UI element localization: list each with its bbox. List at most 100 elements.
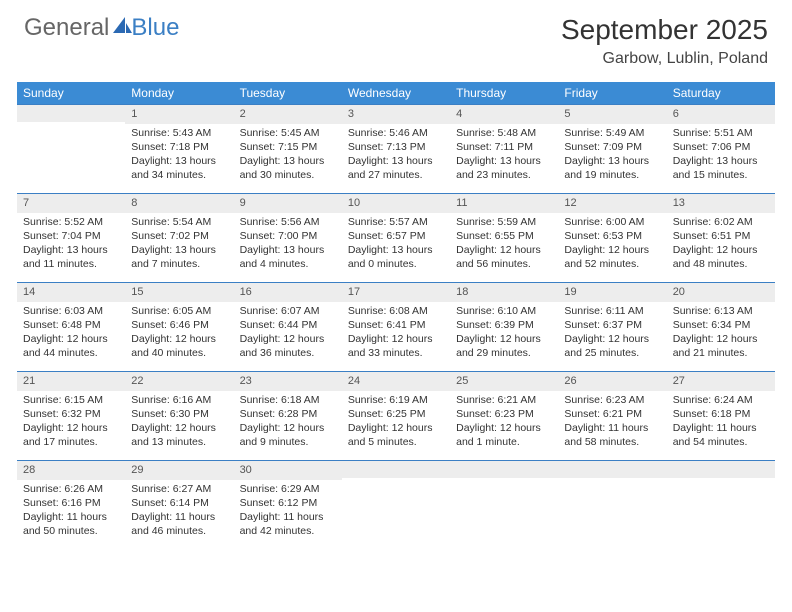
day-content: Sunrise: 5:56 AMSunset: 7:00 PMDaylight:… — [234, 213, 342, 274]
day-content: Sunrise: 6:19 AMSunset: 6:25 PMDaylight:… — [342, 391, 450, 452]
sunset-line: Sunset: 6:18 PM — [673, 407, 769, 421]
daylight-line: Daylight: 12 hours and 48 minutes. — [673, 243, 769, 271]
sunset-line: Sunset: 7:09 PM — [564, 140, 660, 154]
daylight-line: Daylight: 13 hours and 0 minutes. — [348, 243, 444, 271]
sunset-line: Sunset: 6:41 PM — [348, 318, 444, 332]
title-block: September 2025 Garbow, Lublin, Poland — [561, 14, 768, 68]
sunrise-line: Sunrise: 5:57 AM — [348, 215, 444, 229]
day-number: 28 — [17, 461, 125, 480]
sunrise-line: Sunrise: 5:45 AM — [240, 126, 336, 140]
daylight-line: Daylight: 12 hours and 36 minutes. — [240, 332, 336, 360]
day-number: 30 — [234, 461, 342, 480]
sunset-line: Sunset: 6:30 PM — [131, 407, 227, 421]
calendar-day-cell: 10Sunrise: 5:57 AMSunset: 6:57 PMDayligh… — [342, 194, 450, 283]
weekday-header: Saturday — [667, 82, 775, 105]
sunrise-line: Sunrise: 5:43 AM — [131, 126, 227, 140]
sunset-line: Sunset: 6:21 PM — [564, 407, 660, 421]
logo: General Blue — [24, 14, 179, 42]
calendar-day-cell — [342, 461, 450, 550]
sunset-line: Sunset: 6:16 PM — [23, 496, 119, 510]
sunset-line: Sunset: 7:13 PM — [348, 140, 444, 154]
daylight-line: Daylight: 12 hours and 29 minutes. — [456, 332, 552, 360]
calendar-day-cell: 29Sunrise: 6:27 AMSunset: 6:14 PMDayligh… — [125, 461, 233, 550]
day-content: Sunrise: 6:11 AMSunset: 6:37 PMDaylight:… — [558, 302, 666, 363]
weekday-header: Monday — [125, 82, 233, 105]
day-content: Sunrise: 5:51 AMSunset: 7:06 PMDaylight:… — [667, 124, 775, 185]
weekday-header: Thursday — [450, 82, 558, 105]
sunset-line: Sunset: 7:18 PM — [131, 140, 227, 154]
calendar-day-cell: 1Sunrise: 5:43 AMSunset: 7:18 PMDaylight… — [125, 105, 233, 194]
sunrise-line: Sunrise: 6:05 AM — [131, 304, 227, 318]
sunrise-line: Sunrise: 5:52 AM — [23, 215, 119, 229]
sunrise-line: Sunrise: 5:46 AM — [348, 126, 444, 140]
sunset-line: Sunset: 6:23 PM — [456, 407, 552, 421]
calendar-day-cell: 14Sunrise: 6:03 AMSunset: 6:48 PMDayligh… — [17, 283, 125, 372]
calendar-day-cell: 26Sunrise: 6:23 AMSunset: 6:21 PMDayligh… — [558, 372, 666, 461]
sunrise-line: Sunrise: 6:00 AM — [564, 215, 660, 229]
calendar-body: 1Sunrise: 5:43 AMSunset: 7:18 PMDaylight… — [17, 105, 775, 550]
day-number: 3 — [342, 105, 450, 124]
daylight-line: Daylight: 12 hours and 21 minutes. — [673, 332, 769, 360]
day-number: 9 — [234, 194, 342, 213]
daylight-line: Daylight: 12 hours and 25 minutes. — [564, 332, 660, 360]
sunrise-line: Sunrise: 6:03 AM — [23, 304, 119, 318]
day-number: 14 — [17, 283, 125, 302]
calendar-day-cell: 22Sunrise: 6:16 AMSunset: 6:30 PMDayligh… — [125, 372, 233, 461]
sunset-line: Sunset: 7:02 PM — [131, 229, 227, 243]
sunrise-line: Sunrise: 6:11 AM — [564, 304, 660, 318]
day-content: Sunrise: 6:08 AMSunset: 6:41 PMDaylight:… — [342, 302, 450, 363]
day-number: 17 — [342, 283, 450, 302]
day-content: Sunrise: 6:24 AMSunset: 6:18 PMDaylight:… — [667, 391, 775, 452]
calendar-day-cell: 20Sunrise: 6:13 AMSunset: 6:34 PMDayligh… — [667, 283, 775, 372]
day-content: Sunrise: 6:02 AMSunset: 6:51 PMDaylight:… — [667, 213, 775, 274]
sunrise-line: Sunrise: 6:16 AM — [131, 393, 227, 407]
month-title: September 2025 — [561, 14, 768, 46]
weekday-header: Tuesday — [234, 82, 342, 105]
sunset-line: Sunset: 7:15 PM — [240, 140, 336, 154]
day-content: Sunrise: 5:57 AMSunset: 6:57 PMDaylight:… — [342, 213, 450, 274]
sunset-line: Sunset: 6:32 PM — [23, 407, 119, 421]
daylight-line: Daylight: 11 hours and 42 minutes. — [240, 510, 336, 538]
day-number: 7 — [17, 194, 125, 213]
day-content: Sunrise: 6:27 AMSunset: 6:14 PMDaylight:… — [125, 480, 233, 541]
sunrise-line: Sunrise: 6:26 AM — [23, 482, 119, 496]
calendar-day-cell — [667, 461, 775, 550]
day-content — [558, 478, 666, 482]
daylight-line: Daylight: 12 hours and 33 minutes. — [348, 332, 444, 360]
weekday-header-row: SundayMondayTuesdayWednesdayThursdayFrid… — [17, 82, 775, 105]
calendar-day-cell: 15Sunrise: 6:05 AMSunset: 6:46 PMDayligh… — [125, 283, 233, 372]
sunset-line: Sunset: 6:34 PM — [673, 318, 769, 332]
sunset-line: Sunset: 7:06 PM — [673, 140, 769, 154]
day-content: Sunrise: 6:15 AMSunset: 6:32 PMDaylight:… — [17, 391, 125, 452]
day-content: Sunrise: 5:46 AMSunset: 7:13 PMDaylight:… — [342, 124, 450, 185]
day-number: 22 — [125, 372, 233, 391]
calendar-day-cell: 2Sunrise: 5:45 AMSunset: 7:15 PMDaylight… — [234, 105, 342, 194]
sunset-line: Sunset: 6:28 PM — [240, 407, 336, 421]
calendar-day-cell: 4Sunrise: 5:48 AMSunset: 7:11 PMDaylight… — [450, 105, 558, 194]
header: General Blue September 2025 Garbow, Lubl… — [0, 0, 792, 74]
day-number: 18 — [450, 283, 558, 302]
daylight-line: Daylight: 12 hours and 9 minutes. — [240, 421, 336, 449]
calendar-day-cell: 30Sunrise: 6:29 AMSunset: 6:12 PMDayligh… — [234, 461, 342, 550]
day-content: Sunrise: 6:05 AMSunset: 6:46 PMDaylight:… — [125, 302, 233, 363]
day-number: 12 — [558, 194, 666, 213]
daylight-line: Daylight: 13 hours and 34 minutes. — [131, 154, 227, 182]
sunrise-line: Sunrise: 5:59 AM — [456, 215, 552, 229]
day-number — [667, 461, 775, 478]
calendar-day-cell — [558, 461, 666, 550]
day-content: Sunrise: 6:00 AMSunset: 6:53 PMDaylight:… — [558, 213, 666, 274]
sunrise-line: Sunrise: 6:02 AM — [673, 215, 769, 229]
day-content: Sunrise: 6:18 AMSunset: 6:28 PMDaylight:… — [234, 391, 342, 452]
daylight-line: Daylight: 13 hours and 11 minutes. — [23, 243, 119, 271]
day-content: Sunrise: 6:07 AMSunset: 6:44 PMDaylight:… — [234, 302, 342, 363]
day-number — [342, 461, 450, 478]
location: Garbow, Lublin, Poland — [561, 50, 768, 68]
day-content — [667, 478, 775, 482]
calendar-day-cell: 5Sunrise: 5:49 AMSunset: 7:09 PMDaylight… — [558, 105, 666, 194]
sunset-line: Sunset: 7:00 PM — [240, 229, 336, 243]
sunrise-line: Sunrise: 6:19 AM — [348, 393, 444, 407]
calendar-day-cell: 27Sunrise: 6:24 AMSunset: 6:18 PMDayligh… — [667, 372, 775, 461]
daylight-line: Daylight: 12 hours and 1 minute. — [456, 421, 552, 449]
daylight-line: Daylight: 11 hours and 58 minutes. — [564, 421, 660, 449]
sunrise-line: Sunrise: 6:27 AM — [131, 482, 227, 496]
